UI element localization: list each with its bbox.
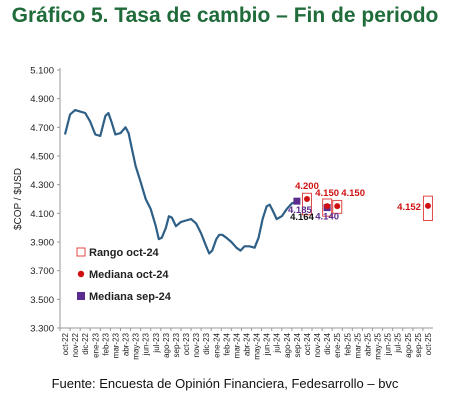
legend-marker-range [76, 247, 86, 257]
y-tick-label: 4.500 [30, 152, 54, 163]
x-tick-label: oct-23 [182, 332, 191, 355]
y-tick-label: 3.300 [30, 324, 54, 335]
median-oct-24-label: 4.150 [315, 188, 339, 199]
x-tick-label: ene-23 [91, 332, 100, 357]
x-tick-label: mar-23 [111, 332, 120, 358]
legend-label: Mediana sep-24 [89, 291, 172, 303]
x-tick-label: ago-24 [283, 332, 292, 357]
x-tick-label: may-23 [132, 332, 141, 359]
x-tick-label: abr-24 [243, 332, 252, 356]
median-oct-24-marker [303, 196, 310, 202]
median-sep-24-label: 4.185 [288, 205, 312, 216]
y-tick-label: 3.500 [30, 295, 54, 306]
x-tick-label: ene-25 [333, 332, 342, 357]
legend-label: Mediana oct-24 [89, 269, 169, 281]
x-tick-label: jun-24 [263, 332, 272, 356]
x-tick-label: oct-25 [424, 332, 433, 355]
x-tick-label: dic-24 [323, 332, 332, 354]
median-oct-24-marker [334, 203, 341, 210]
x-tick-label: oct-22 [61, 332, 70, 355]
x-tick-label: dic-22 [81, 332, 90, 354]
x-tick-label: feb-25 [343, 332, 352, 355]
x-tick-label: jun-25 [384, 332, 393, 356]
x-tick-label: ago-23 [162, 332, 171, 357]
chart-title: Gráfico 5. Tasa de cambio – Fin de perio… [11, 4, 439, 27]
x-tick-label: feb-24 [222, 332, 231, 355]
x-tick-label: jun-23 [142, 332, 151, 356]
x-tick-label: feb-23 [101, 332, 110, 355]
x-tick-label: mar-24 [232, 332, 241, 358]
y-tick-label: 4.100 [30, 209, 54, 220]
x-tick-label: nov-24 [313, 332, 322, 357]
x-tick-label: may-25 [374, 332, 383, 359]
y-tick-label: 4.900 [30, 94, 54, 105]
x-tick-label: ene-24 [212, 332, 221, 357]
y-tick-label: 3.700 [30, 266, 54, 277]
y-tick-label: 4.700 [30, 123, 54, 134]
x-tick-label: nov-23 [192, 332, 201, 357]
median-oct-24-label: 4.152 [397, 202, 421, 213]
x-tick-label: sep-25 [414, 332, 423, 357]
x-tick-label: nov-22 [71, 332, 80, 357]
x-tick-label: abr-25 [363, 332, 372, 356]
legend-marker-median-oct [77, 270, 85, 278]
legend-label: Rango oct-24 [89, 247, 160, 259]
median-oct-24-label: 4.200 [295, 181, 319, 192]
x-tick-label: may-24 [253, 332, 262, 359]
x-tick-label: jul-23 [152, 332, 161, 353]
x-tick-label: abr-23 [122, 332, 131, 356]
median-oct-24-label: 4.150 [341, 188, 365, 199]
median-sep-24-marker [293, 197, 301, 205]
legend-marker-median-sep [77, 292, 85, 300]
median-sep-24-label: 4.140 [315, 212, 339, 223]
x-tick-label: dic-23 [202, 332, 211, 354]
y-tick-label: 3.900 [30, 238, 54, 249]
x-tick-label: sep-24 [293, 332, 302, 357]
x-tick-label: sep-23 [172, 332, 181, 357]
y-axis-title: $COP / $USD [13, 168, 24, 230]
current-rate-label: 4.164 [290, 212, 314, 223]
x-tick-label: ago-25 [404, 332, 413, 357]
range-box [301, 192, 312, 216]
x-tick-label: mar-25 [353, 332, 362, 358]
y-tick-label: 4.300 [30, 180, 54, 191]
x-tick-label: oct-24 [303, 332, 312, 355]
x-tick-label: jul-24 [273, 332, 282, 353]
y-tick-label: 5.100 [30, 66, 54, 77]
median-oct-24-marker [424, 202, 431, 209]
median-oct-24-marker [324, 203, 331, 210]
x-tick-label: jul-25 [394, 332, 403, 353]
source-note: Fuente: Encuesta de Opinión Financiera, … [51, 376, 399, 391]
historical-series-line [63, 108, 298, 255]
